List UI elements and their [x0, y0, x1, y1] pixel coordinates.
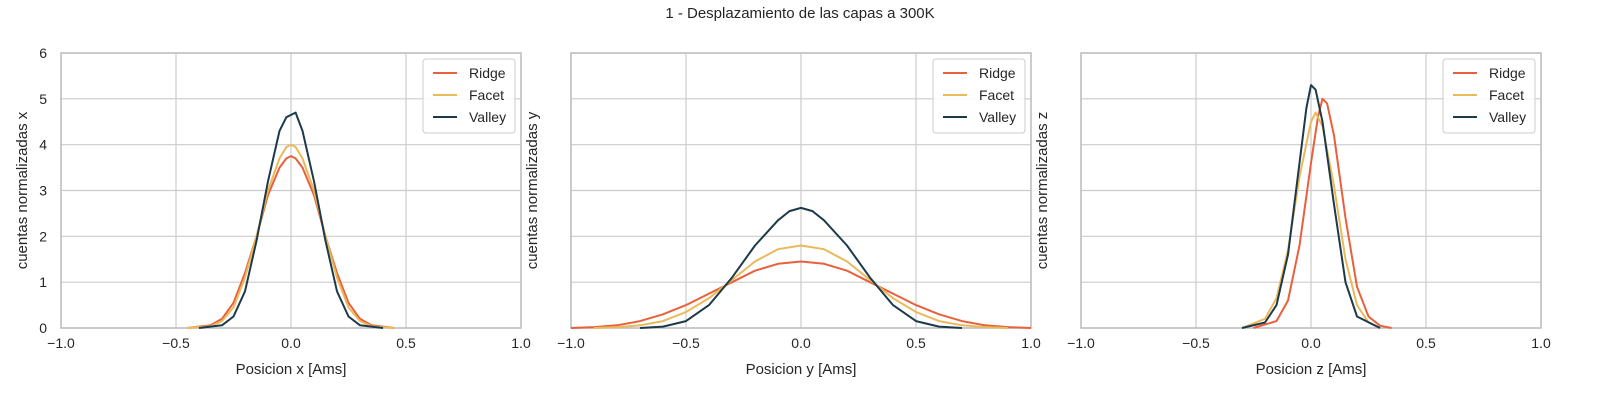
series-line-valley	[639, 206, 963, 329]
legend-label-facet: Facet	[979, 87, 1014, 103]
legend: Ridge Facet Valley	[1442, 58, 1536, 134]
x-tick-label: −1.0	[557, 335, 585, 351]
subplot-y: −1.0 −0.5 0.0 0.5 1.0 Posicion y [Ams] cuentas…	[524, 52, 1041, 378]
x-tick-label: 0.0	[791, 335, 811, 351]
legend-label-facet: Facet	[1489, 87, 1524, 103]
legend-box	[1442, 58, 1536, 134]
legend: Ridge Facet Valley	[422, 58, 516, 134]
y-tick-label: 0	[39, 320, 47, 336]
legend-label-ridge: Ridge	[469, 65, 506, 81]
x-tick-label: 0.0	[281, 335, 301, 351]
x-axis-label: Posicion z [Ams]	[1256, 361, 1367, 378]
x-tick-label: 1.0	[1531, 335, 1551, 351]
series-line-facet	[593, 244, 1009, 329]
legend-label-ridge: Ridge	[1489, 65, 1526, 81]
x-tick-label: −0.5	[1182, 335, 1210, 351]
legend-label-valley: Valley	[979, 109, 1016, 125]
legend-box	[422, 58, 516, 134]
y-tick-label: 4	[39, 137, 47, 153]
axes-frame	[570, 52, 1032, 329]
x-tick-label: −1.0	[1067, 335, 1095, 351]
x-tick-label: −0.5	[672, 335, 700, 351]
y-tick-label: 6	[39, 45, 47, 61]
x-tick-label: 1.0	[1021, 335, 1041, 351]
y-axis-label: cuentas normalizadas y	[524, 111, 541, 269]
x-tick-label: −1.0	[47, 335, 75, 351]
x-tick-label: −0.5	[162, 335, 190, 351]
y-tick-label: 1	[39, 274, 47, 290]
figure-title: 1 - Desplazamiento de las capas a 300K	[665, 5, 935, 22]
x-tick-label: 1.0	[511, 335, 531, 351]
series-line-facet	[187, 143, 395, 329]
legend-label-ridge: Ridge	[979, 65, 1016, 81]
series-line-facet	[1241, 111, 1381, 329]
series-line-ridge	[570, 260, 1032, 329]
series-line-valley	[198, 111, 384, 329]
axes-frame	[1080, 52, 1542, 329]
y-axis-label: cuentas normalizadas z	[1034, 112, 1051, 270]
series-line-valley	[1241, 84, 1381, 329]
series-line-ridge	[187, 155, 395, 329]
x-tick-label: 0.5	[396, 335, 416, 351]
y-axis-label: cuentas normalizadas x	[14, 111, 31, 269]
y-tick-label: 2	[39, 228, 47, 244]
subplot-x: −1.0 −0.5 0.0 0.5 1.0 0 1 2 3 4 5 6 Posicion x [Ams]…	[14, 45, 531, 378]
axes-frame	[60, 52, 522, 329]
x-axis-label: Posicion y [Ams]	[746, 361, 857, 378]
legend-label-valley: Valley	[1489, 109, 1526, 125]
y-tick-label: 3	[39, 183, 47, 199]
legend-label-facet: Facet	[469, 87, 504, 103]
x-tick-label: 0.5	[906, 335, 926, 351]
subplot-z: −1.0 −0.5 0.0 0.5 1.0 Posicion z [Ams] cuentas…	[1034, 52, 1551, 378]
series-line-ridge	[1253, 97, 1392, 329]
legend-box	[932, 58, 1026, 134]
legend-label-valley: Valley	[469, 109, 506, 125]
x-tick-label: 0.5	[1416, 335, 1436, 351]
x-axis-label: Posicion x [Ams]	[236, 361, 347, 378]
legend: Ridge Facet Valley	[932, 58, 1026, 134]
x-tick-label: 0.0	[1301, 335, 1321, 351]
y-tick-label: 5	[39, 91, 47, 107]
